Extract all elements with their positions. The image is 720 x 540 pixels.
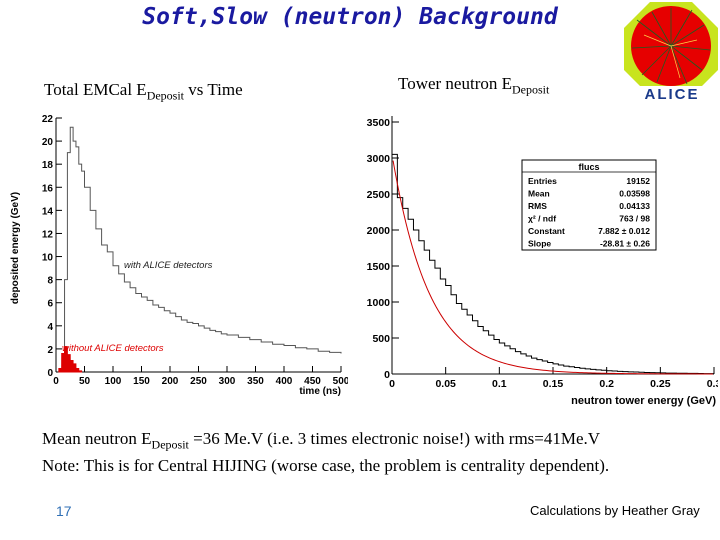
y-tick-label: 8 xyxy=(47,276,53,287)
y-tick-label: 10 xyxy=(42,253,54,264)
x-tick-label: 250 xyxy=(190,376,207,387)
note-line: Note: This is for Central HIJING (worse … xyxy=(42,456,610,476)
credit-text: Calculations by Heather Gray xyxy=(530,503,700,518)
y-axis-label: deposited energy (GeV) xyxy=(10,192,21,304)
stats-row-value: 0.04133 xyxy=(619,201,650,211)
stats-row-label: Constant xyxy=(528,226,565,236)
left-caption-rest: vs Time xyxy=(184,80,243,99)
stats-row-label: RMS xyxy=(528,201,547,211)
histogram xyxy=(391,153,715,375)
x-axis-label: time (ns) xyxy=(299,386,341,397)
stats-row-value: 19152 xyxy=(626,176,650,186)
x-tick-label: 0 xyxy=(389,378,395,390)
left-caption-sub: Deposit xyxy=(146,88,185,103)
y-tick-label: 1500 xyxy=(367,261,391,273)
y-tick-label: 6 xyxy=(47,299,53,310)
left-caption-main: Total EMCal E xyxy=(44,80,147,99)
x-tick-label: 300 xyxy=(219,376,236,387)
x-tick-label: 0.05 xyxy=(435,378,456,390)
y-tick-label: 20 xyxy=(42,137,54,148)
tick-group: 0 50 100 150 200 250 300 350 400 450 500 0 2 4 6 8 10 12 1… xyxy=(42,114,348,387)
tick-group: 0 0.05 0.1 0.15 0.2 0.25 0.3 0 500 1000 1500 2000 25… xyxy=(367,117,718,390)
x-tick-label: 400 xyxy=(276,376,293,387)
y-tick-label: 12 xyxy=(42,229,54,240)
stats-title: flucs xyxy=(578,162,599,172)
stats-row-value: 0.03598 xyxy=(619,189,650,199)
notes-block: Mean neutron EDeposit =36 Me.V (i.e. 3 t… xyxy=(42,428,712,477)
stats-row-value: 7.882 ± 0.012 xyxy=(598,226,650,236)
x-tick-label: 0.2 xyxy=(599,378,614,390)
x-tick-label: 200 xyxy=(162,376,179,387)
y-tick-label: 22 xyxy=(42,114,54,125)
y-tick-label: 0 xyxy=(384,369,390,381)
y-tick-label: 2000 xyxy=(367,225,391,237)
x-tick-label: 50 xyxy=(79,376,91,387)
x-tick-label: 0.25 xyxy=(650,378,671,390)
right-caption-main: Tower neutron E xyxy=(398,74,512,93)
x-tick-label: 0.3 xyxy=(707,378,718,390)
stats-row-label: χ² / ndf xyxy=(528,214,556,224)
neutron-energy-chart: 0 0.05 0.1 0.15 0.2 0.25 0.3 0 500 1000 1500 2000 25… xyxy=(367,116,718,407)
x-tick-label: 0.15 xyxy=(543,378,564,390)
exponential-fit-line xyxy=(392,160,713,375)
right-chart-caption: Tower neutron EDeposit xyxy=(398,74,549,97)
page-title: Soft,Slow (neutron) Background xyxy=(142,4,558,30)
y-tick-label: 14 xyxy=(42,206,54,217)
y-tick-label: 2 xyxy=(47,345,53,356)
stats-row-label: Slope xyxy=(528,239,551,249)
right-caption-sub: Deposit xyxy=(512,82,550,97)
logo-tracks xyxy=(631,8,711,85)
left-chart-caption: Total EMCal EDeposit vs Time xyxy=(44,80,243,103)
x-tick-label: 150 xyxy=(133,376,150,387)
annotation-with: with ALICE detectors xyxy=(124,260,213,271)
stats-row-label: Entries xyxy=(528,176,557,186)
x-tick-label: 500 xyxy=(333,376,348,387)
y-tick-label: 3000 xyxy=(367,153,391,165)
x-axis-label: neutron tower energy (GeV) xyxy=(571,395,716,407)
y-tick-label: 16 xyxy=(42,183,54,194)
annotation-without: without ALICE detectors xyxy=(62,343,164,354)
time-chart: 0 50 100 150 200 250 300 350 400 450 500 0 2 4 6 8 10 12 1… xyxy=(10,114,348,397)
x-tick-label: 0.1 xyxy=(492,378,507,390)
page-number: 17 xyxy=(56,503,72,519)
stats-row-label: Mean xyxy=(528,189,550,199)
series-with-detectors xyxy=(61,126,342,367)
stats-row-value: 763 / 98 xyxy=(619,214,650,224)
x-tick-label: 350 xyxy=(247,376,264,387)
x-tick-label: 450 xyxy=(304,376,321,387)
y-tick-label: 1000 xyxy=(367,297,391,309)
y-tick-label: 0 xyxy=(47,368,53,379)
x-tick-label: 100 xyxy=(105,376,122,387)
series-without-detectors xyxy=(58,346,83,373)
y-tick-label: 3500 xyxy=(367,117,391,129)
stats-row-value: -28.81 ± 0.26 xyxy=(600,239,650,249)
y-tick-label: 2500 xyxy=(367,189,391,201)
alice-logo: ALICE xyxy=(624,2,718,102)
x-tick-label: 0 xyxy=(53,376,59,387)
mean-line: Mean neutron EDeposit =36 Me.V (i.e. 3 t… xyxy=(42,429,601,452)
y-tick-label: 18 xyxy=(42,160,54,171)
y-tick-label: 4 xyxy=(47,322,53,333)
logo-text: ALICE xyxy=(645,86,700,102)
stats-box: flucs Entries 19152 Mean 0.03598 RMS 0.04133 χ… xyxy=(521,159,657,251)
y-tick-label: 500 xyxy=(372,333,390,345)
